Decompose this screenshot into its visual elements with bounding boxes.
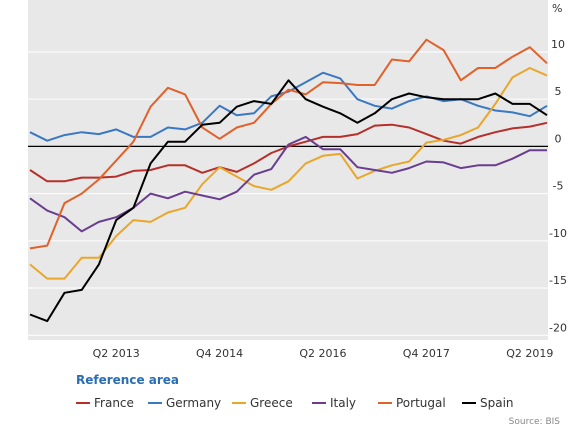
legend-label: France bbox=[94, 396, 134, 410]
y-tick-label: -5 bbox=[553, 180, 564, 193]
x-tick-label: Q2 2013 bbox=[93, 347, 140, 360]
legend-label: Spain bbox=[480, 396, 514, 410]
series-line bbox=[29, 121, 548, 183]
legend-label: Germany bbox=[166, 396, 221, 410]
y-tick-label: -15 bbox=[549, 274, 567, 287]
legend-title: Reference area bbox=[76, 373, 179, 387]
y-tick-label: -20 bbox=[549, 321, 567, 334]
series-line bbox=[29, 135, 547, 233]
series-line bbox=[29, 79, 548, 323]
x-tick-label: Q4 2014 bbox=[196, 347, 243, 360]
legend-label: Italy bbox=[330, 396, 356, 410]
x-tick-label: Q4 2017 bbox=[403, 347, 450, 360]
series-line bbox=[29, 67, 548, 280]
x-tick-label: Q2 2019 bbox=[506, 347, 553, 360]
source: Source: BIS bbox=[509, 417, 561, 427]
plot-background bbox=[28, 0, 548, 340]
y-tick-label: 5 bbox=[555, 85, 562, 98]
y-tick-label: -10 bbox=[549, 227, 567, 240]
y-tick-label: 0 bbox=[555, 132, 562, 145]
y-tick-label: 10 bbox=[551, 38, 565, 51]
series-line bbox=[29, 38, 548, 250]
legend-label: Greece bbox=[250, 396, 293, 410]
y-unit: % bbox=[552, 2, 562, 15]
x-tick-label: Q2 2016 bbox=[299, 347, 346, 360]
legend-label: Portugal bbox=[396, 396, 446, 410]
